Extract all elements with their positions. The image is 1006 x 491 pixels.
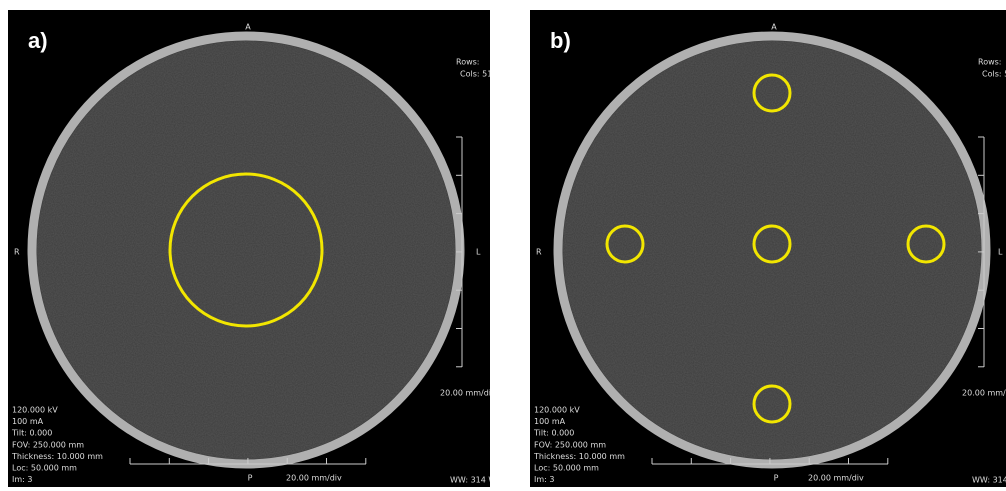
acquisition-info: Thickness: 10.000 mm	[11, 452, 103, 461]
figure: a) A P R L Rows: Cols: 512 20.00 mm/div 20.00 mm…	[0, 0, 1006, 491]
acquisition-info: 100 mA	[12, 417, 44, 426]
acquisition-info: Im: 3	[534, 475, 554, 484]
acquisition-info: FOV: 250.000 mm	[534, 440, 606, 449]
acquisition-info: Loc: 50.000 mm	[12, 464, 77, 473]
acquisition-info: 120.000 kV	[534, 406, 580, 415]
orientation-top: A	[771, 23, 777, 32]
phantom-noise	[37, 41, 455, 459]
window-level: WW: 314 WL: 94	[972, 476, 1006, 485]
ct-panel: a) A P R L Rows: Cols: 512 20.00 mm/div 20.00 mm…	[8, 10, 516, 487]
window-level: WW: 314 WL: 94	[450, 476, 516, 485]
acquisition-info: 120.000 kV	[12, 406, 58, 415]
panel-label: b)	[550, 28, 571, 53]
orientation-top: A	[245, 23, 251, 32]
acquisition-info: 100 mA	[534, 417, 566, 426]
scale-right: 20.00 mm/div	[440, 389, 496, 398]
acquisition-info: Tilt: 0.000	[533, 429, 574, 438]
acquisition-info: Tilt: 0.000	[11, 429, 52, 438]
acquisition-info: FOV: 250.000 mm	[12, 440, 84, 449]
phantom-noise	[563, 41, 981, 459]
ct-panel: b) A P R L Rows: Cols: 512 20.00 mm/div 20.00 mm…	[530, 10, 1006, 487]
scale-bottom: 20.00 mm/div	[808, 474, 864, 483]
orientation-bottom: P	[248, 474, 253, 483]
cols-label: Cols: 512	[982, 70, 1006, 79]
acquisition-info: Loc: 50.000 mm	[534, 464, 599, 473]
rows-label: Rows:	[456, 58, 480, 67]
orientation-left: R	[536, 248, 542, 257]
orientation-right: L	[998, 248, 1003, 257]
scale-bottom: 20.00 mm/div	[286, 474, 342, 483]
rows-label: Rows:	[978, 58, 1002, 67]
panel-label: a)	[28, 28, 48, 53]
cols-label: Cols: 512	[460, 70, 497, 79]
acquisition-info: Im: 3	[12, 475, 32, 484]
orientation-bottom: P	[774, 474, 779, 483]
acquisition-info: Thickness: 10.000 mm	[533, 452, 625, 461]
orientation-left: R	[14, 248, 20, 257]
orientation-right: L	[476, 248, 481, 257]
scale-right: 20.00 mm/div	[962, 389, 1006, 398]
